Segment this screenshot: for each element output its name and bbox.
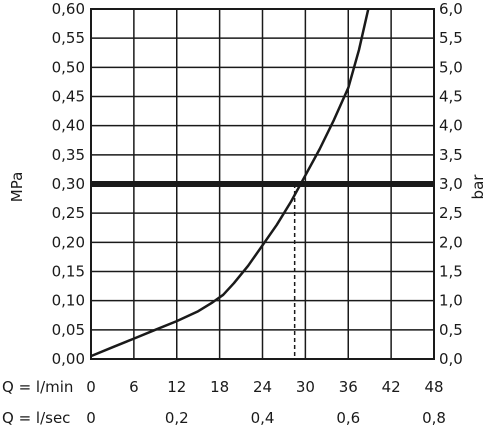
y-tick-label: 0,50 (52, 58, 85, 76)
y2-tick-label: 2,0 (439, 233, 463, 251)
y-tick-label: 0,20 (52, 233, 85, 251)
y2-tick-label: 1,5 (439, 263, 463, 281)
series-line (90, 8, 370, 358)
y-tick-label: 0,35 (52, 146, 85, 164)
y2-tick-label: 5,5 (439, 29, 463, 47)
y-tick-label: 0,25 (52, 204, 85, 222)
y-tick-labels: 0,00 0,05 0,10 0,15 0,20 0,25 0,30 0,35 0,40 0,45… (52, 0, 85, 368)
y2-tick-label: 3,5 (439, 146, 463, 164)
y2-axis-title: bar (469, 174, 487, 200)
x-tick-label: 48 (424, 378, 443, 396)
y2-tick-label: 3,0 (439, 175, 463, 193)
x-tick-label: 6 (129, 378, 139, 396)
y2-tick-label: 4,0 (439, 117, 463, 135)
x2-tick-label: 0 (86, 409, 96, 427)
x2-tick-label: 0,8 (422, 409, 446, 427)
x-tick-label: 12 (167, 378, 186, 396)
x-axis-title-primary: Q = l/min (2, 378, 73, 396)
x-tick-label: 0 (86, 378, 96, 396)
y2-tick-label: 1,0 (439, 292, 463, 310)
y-tick-label: 0,15 (52, 263, 85, 281)
x-tick-label: 24 (253, 378, 272, 396)
y-axis-title: MPa (8, 172, 26, 203)
series-layer (90, 8, 370, 358)
y-tick-label: 0,55 (52, 29, 85, 47)
reference-lines (91, 181, 434, 359)
y-tick-label: 0,60 (52, 0, 85, 18)
x-tick-label: 30 (296, 378, 315, 396)
y-tick-label: 0,05 (52, 321, 85, 339)
y2-tick-label: 2,5 (439, 204, 463, 222)
x-tick-label: 18 (210, 378, 229, 396)
y2-tick-label: 0,0 (439, 350, 463, 368)
x-tick-label: 42 (382, 378, 401, 396)
y-tick-label: 0,10 (52, 292, 85, 310)
x2-tick-label: 0,4 (251, 409, 275, 427)
x-tick-label: 36 (339, 378, 358, 396)
y2-tick-labels: 0,0 0,5 1,0 1,5 2,0 2,5 3,0 3,5 4,0 4,5 5,0 5,5 6,0 (439, 0, 463, 368)
y-tick-label: 0,30 (52, 175, 85, 193)
y-tick-label: 0,45 (52, 88, 85, 106)
y2-tick-label: 0,5 (439, 321, 463, 339)
x2-tick-label: 0,6 (336, 409, 360, 427)
plot-frame (90, 8, 435, 360)
y2-tick-label: 6,0 (439, 0, 463, 18)
x2-tick-labels: 0 0,2 0,4 0,6 0,8 (86, 409, 446, 427)
y-tick-label: 0,40 (52, 117, 85, 135)
x-axis-title-secondary: Q = l/sec (2, 409, 70, 427)
y2-tick-label: 5,0 (439, 58, 463, 76)
x-tick-labels: 0 6 12 18 24 30 36 42 48 (86, 378, 443, 396)
y-tick-label: 0,00 (52, 350, 85, 368)
x2-tick-label: 0,2 (165, 409, 189, 427)
y2-tick-label: 4,5 (439, 88, 463, 106)
